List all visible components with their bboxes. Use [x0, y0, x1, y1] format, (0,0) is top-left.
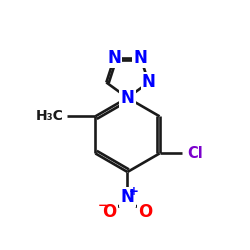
Text: N: N [120, 188, 134, 206]
Text: O: O [102, 203, 117, 221]
Text: N: N [120, 89, 134, 107]
Text: N: N [108, 48, 121, 66]
Text: +: + [129, 185, 139, 198]
Text: H₃C: H₃C [35, 109, 63, 123]
Text: Cl: Cl [187, 146, 202, 161]
Text: −: − [97, 199, 107, 212]
Text: O: O [138, 203, 152, 221]
Text: N: N [134, 48, 147, 66]
Text: N: N [142, 74, 156, 92]
